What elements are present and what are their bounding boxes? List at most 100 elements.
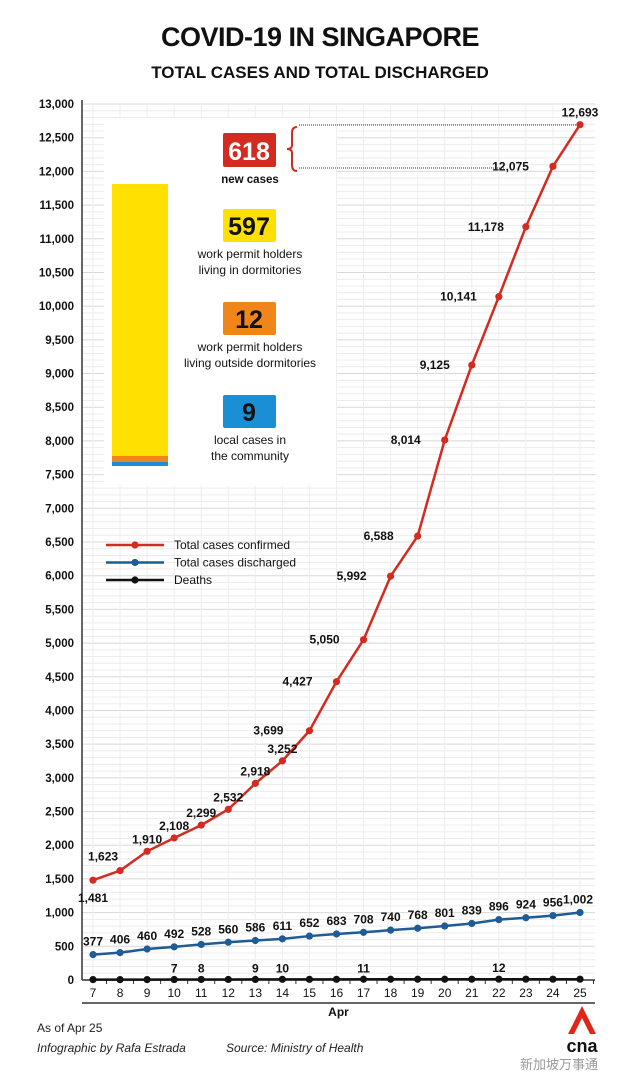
breakdown-value: 597 — [228, 213, 270, 241]
data-label: 3,699 — [253, 724, 283, 738]
data-point — [251, 779, 259, 787]
data-label: 406 — [110, 933, 130, 947]
y-tick-label: 4,500 — [45, 672, 74, 684]
breakdown-label: the community — [211, 449, 289, 463]
data-point — [387, 975, 395, 983]
data-point — [441, 975, 449, 983]
data-point — [441, 436, 449, 444]
stacked-bar-community — [112, 462, 168, 466]
y-tick-label: 0 — [68, 975, 74, 987]
x-tick-label: 24 — [546, 986, 560, 1000]
data-label: 1,623 — [88, 850, 118, 864]
legend-label: Deaths — [174, 573, 212, 587]
data-point — [89, 876, 97, 884]
y-tick-label: 1,000 — [45, 908, 74, 920]
data-point — [305, 975, 314, 983]
data-point — [495, 293, 503, 301]
y-tick-label: 500 — [55, 941, 74, 953]
data-point — [414, 975, 422, 983]
y-tick-label: 12,000 — [39, 166, 74, 178]
data-label: 10 — [276, 961, 290, 975]
data-point — [359, 928, 368, 936]
data-point — [170, 943, 178, 951]
x-tick-label: 12 — [222, 986, 236, 1000]
legend-label: Total cases discharged — [174, 556, 296, 570]
data-point — [143, 975, 151, 984]
data-point — [305, 932, 314, 940]
data-label: 377 — [83, 935, 103, 949]
data-point — [143, 945, 151, 953]
data-label: 586 — [245, 921, 265, 935]
legend-marker — [131, 541, 139, 549]
y-tick-label: 3,500 — [45, 739, 74, 751]
data-point — [359, 636, 368, 644]
data-point — [495, 975, 503, 983]
y-tick-label: 3,000 — [45, 773, 74, 785]
data-label: 652 — [299, 916, 319, 930]
data-point — [278, 757, 286, 765]
x-tick-label: 14 — [276, 986, 290, 1000]
x-axis-label: Apr — [328, 1005, 349, 1019]
y-tick-label: 8,000 — [45, 436, 74, 448]
data-label: 9 — [252, 961, 259, 975]
data-point — [197, 940, 205, 949]
data-label: 560 — [218, 922, 238, 936]
data-point — [522, 223, 530, 231]
data-label: 683 — [326, 914, 346, 928]
data-point — [305, 727, 314, 735]
x-tick-label: 8 — [117, 986, 124, 1000]
data-point — [522, 914, 530, 922]
y-tick-label: 7,500 — [45, 470, 74, 482]
legend-marker — [131, 558, 139, 567]
data-point — [116, 949, 124, 957]
chart-title: COVID-19 IN SINGAPORE — [160, 22, 480, 52]
brace-icon — [286, 126, 298, 172]
x-tick-label: 25 — [573, 986, 587, 1000]
data-label: 4,427 — [282, 675, 312, 689]
data-label: 2,532 — [213, 790, 243, 804]
data-point — [170, 834, 178, 842]
data-label: 6,588 — [364, 529, 394, 543]
data-point — [278, 935, 286, 943]
credit: Infographic by Rafa Estrada — [37, 1041, 186, 1055]
legend-label: Total cases confirmed — [174, 538, 290, 552]
y-tick-label: 8,500 — [45, 402, 74, 414]
data-point — [251, 936, 259, 945]
data-point — [468, 919, 476, 928]
data-label: 492 — [164, 927, 184, 941]
x-tick-label: 19 — [411, 986, 425, 1000]
y-tick-label: 1,500 — [45, 874, 74, 886]
breakdown-label: work permit holders — [197, 340, 303, 354]
data-point — [143, 847, 151, 855]
y-tick-label: 2,500 — [45, 807, 74, 819]
data-point — [576, 975, 584, 983]
data-point — [224, 805, 232, 813]
data-label: 9,125 — [420, 358, 450, 372]
data-point — [495, 916, 503, 924]
data-point — [468, 975, 476, 983]
breakdown-label: living outside dormitories — [184, 356, 316, 370]
y-tick-label: 5,000 — [45, 638, 74, 650]
data-point — [387, 572, 395, 580]
data-label: 7 — [171, 962, 178, 976]
new-cases-label: new cases — [221, 174, 279, 186]
data-label: 5,050 — [310, 633, 340, 647]
data-label: 5,992 — [337, 569, 367, 583]
y-tick-label: 9,000 — [45, 369, 74, 381]
x-tick-label: 22 — [492, 986, 506, 1000]
y-tick-label: 10,500 — [39, 267, 74, 279]
data-point — [414, 924, 422, 932]
data-point — [332, 975, 341, 983]
x-tick-label: 16 — [330, 986, 344, 1000]
y-tick-label: 11,500 — [39, 200, 74, 212]
breakdown-value: 12 — [235, 306, 263, 334]
breakdown-value: 9 — [242, 399, 256, 427]
x-tick-label: 23 — [519, 986, 533, 1000]
data-point — [576, 121, 584, 129]
breakdown-label: living in dormitories — [199, 263, 302, 277]
data-label: 12,075 — [492, 159, 529, 173]
data-label: 8 — [198, 961, 205, 975]
x-tick-label: 11 — [195, 986, 208, 1000]
